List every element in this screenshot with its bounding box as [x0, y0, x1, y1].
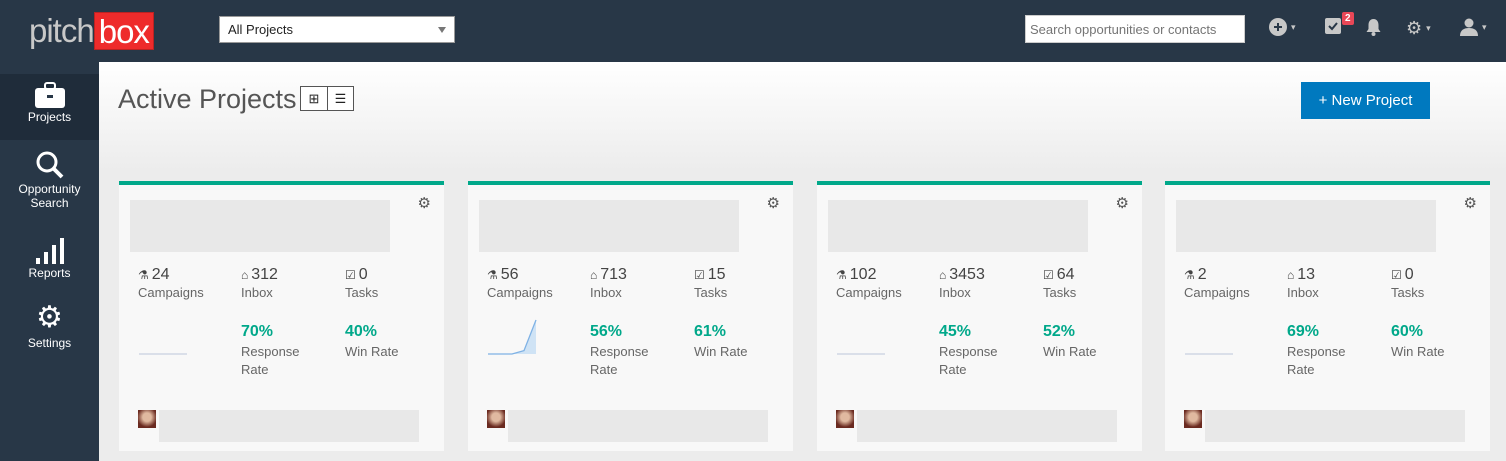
tasks-stat[interactable]: ☑ 0 Tasks [1391, 266, 1425, 300]
campaigns-stat[interactable]: ⚗ 102 Campaigns [836, 266, 902, 300]
owner-placeholder [857, 410, 1117, 442]
pitchbox-logo[interactable]: pitch box [29, 12, 154, 50]
gear-icon: ⚙ [1406, 18, 1423, 38]
inbox-icon: ⌂ [939, 268, 947, 282]
settings-menu[interactable]: ⚙ ▾ [1406, 18, 1431, 38]
campaigns-stat[interactable]: ⚗ 2 Campaigns [1184, 266, 1250, 300]
project-name-placeholder [479, 200, 739, 252]
win-rate: 60% Win Rate [1391, 323, 1445, 359]
tasks-button[interactable] [1325, 18, 1341, 34]
sidebar-item-settings[interactable]: ⚙ Settings [0, 301, 99, 351]
sparkline [488, 319, 537, 355]
inbox-icon: ⌂ [590, 268, 598, 282]
project-card[interactable]: ⚙ ⚗ 56 Campaigns ⌂ 713 Inbox ☑ 15 Tasks 56% Res… [468, 181, 793, 451]
project-name-placeholder [1176, 200, 1436, 252]
owner-placeholder [508, 410, 768, 442]
user-icon [1460, 18, 1478, 36]
search-icon [36, 151, 63, 179]
win-rate: 40% Win Rate [345, 323, 399, 359]
response-rate: 56% Response Rate [590, 323, 649, 377]
inbox-icon: ⌂ [1287, 268, 1295, 282]
campaigns-stat[interactable]: ⚗ 56 Campaigns [487, 266, 553, 300]
checkbox-icon: ☑ [1391, 268, 1402, 282]
project-select[interactable]: All Projects [219, 16, 455, 43]
gear-icon: ⚙ [36, 301, 63, 334]
card-settings-gear-icon[interactable]: ⚙ [417, 195, 431, 212]
tasks-stat[interactable]: ☑ 15 Tasks [694, 266, 728, 300]
checkbox-icon: ☑ [1043, 268, 1054, 282]
project-name-placeholder [828, 200, 1088, 252]
response-rate: 70% Response Rate [241, 323, 300, 377]
bell-icon [1366, 19, 1381, 36]
sparkline [1185, 353, 1233, 355]
win-rate: 52% Win Rate [1043, 323, 1097, 359]
card-settings-gear-icon[interactable]: ⚙ [1115, 195, 1129, 212]
grid-view-button[interactable]: ⊞ [301, 87, 327, 110]
tasks-badge: 2 [1342, 12, 1354, 25]
checkbox-icon: ☑ [694, 268, 705, 282]
checkbox-icon: ☑ [345, 268, 356, 282]
avatar [138, 410, 156, 428]
search-input[interactable] [1025, 15, 1245, 43]
sidebar-item-opportunity-search[interactable]: Opportunity Search [0, 150, 99, 210]
card-settings-gear-icon[interactable]: ⚙ [766, 195, 780, 212]
sparkline [837, 353, 885, 355]
notifications-button[interactable] [1365, 18, 1382, 36]
flask-icon: ⚗ [138, 268, 149, 282]
owner-placeholder [1205, 410, 1465, 442]
plus-circle-icon [1269, 18, 1287, 36]
flask-icon: ⚗ [1184, 268, 1195, 282]
win-rate: 61% Win Rate [694, 323, 748, 359]
project-card[interactable]: ⚙ ⚗ 102 Campaigns ⌂ 3453 Inbox ☑ 64 Tasks 45% R… [817, 181, 1142, 451]
sparkline [139, 353, 187, 355]
avatar [1184, 410, 1202, 428]
sparkline-line [488, 319, 537, 355]
response-rate: 69% Response Rate [1287, 323, 1346, 377]
sparkline-area [488, 320, 536, 354]
project-name-placeholder [130, 200, 390, 252]
tasks-stat[interactable]: ☑ 64 Tasks [1043, 266, 1077, 300]
inbox-icon: ⌂ [241, 268, 249, 282]
flask-icon: ⚗ [836, 268, 847, 282]
user-menu[interactable]: ▾ [1460, 18, 1487, 36]
new-project-button[interactable]: + New Project [1301, 82, 1430, 119]
inbox-stat[interactable]: ⌂ 713 Inbox [590, 266, 627, 300]
card-settings-gear-icon[interactable]: ⚙ [1463, 195, 1477, 212]
list-icon: ☰ [334, 90, 347, 106]
caret-down-icon [438, 27, 446, 33]
campaigns-stat[interactable]: ⚗ 24 Campaigns [138, 266, 204, 300]
sidebar-item-projects[interactable]: Projects [0, 74, 99, 140]
sidebar-item-reports[interactable]: Reports [0, 236, 99, 280]
project-card[interactable]: ⚙ ⚗ 2 Campaigns ⌂ 13 Inbox ☑ 0 Tasks 69% Respon… [1165, 181, 1490, 451]
project-card[interactable]: ⚙ ⚗ 24 Campaigns ⌂ 312 Inbox ☑ 0 Tasks 70% Resp… [119, 181, 444, 451]
grid-icon: ⊞ [308, 90, 320, 106]
page-title: Active Projects [118, 84, 297, 114]
checkbox-icon [1325, 18, 1341, 34]
main-content: Active Projects ⊞ ☰ + New Project ⚙ ⚗ 24 C… [99, 62, 1506, 461]
signal-bars-icon [35, 238, 64, 264]
tasks-stat[interactable]: ☑ 0 Tasks [345, 266, 379, 300]
briefcase-icon [34, 82, 65, 108]
inbox-stat[interactable]: ⌂ 312 Inbox [241, 266, 278, 300]
owner-placeholder [159, 410, 419, 442]
list-view-button[interactable]: ☰ [327, 87, 353, 110]
view-toggle: ⊞ ☰ [300, 86, 354, 111]
sidebar: Projects Opportunity Search Reports ⚙ Se… [0, 62, 99, 461]
flask-icon: ⚗ [487, 268, 498, 282]
response-rate: 45% Response Rate [939, 323, 998, 377]
inbox-stat[interactable]: ⌂ 3453 Inbox [939, 266, 985, 300]
add-menu[interactable]: ▾ [1269, 18, 1296, 36]
avatar [487, 410, 505, 428]
inbox-stat[interactable]: ⌂ 13 Inbox [1287, 266, 1319, 300]
avatar [836, 410, 854, 428]
